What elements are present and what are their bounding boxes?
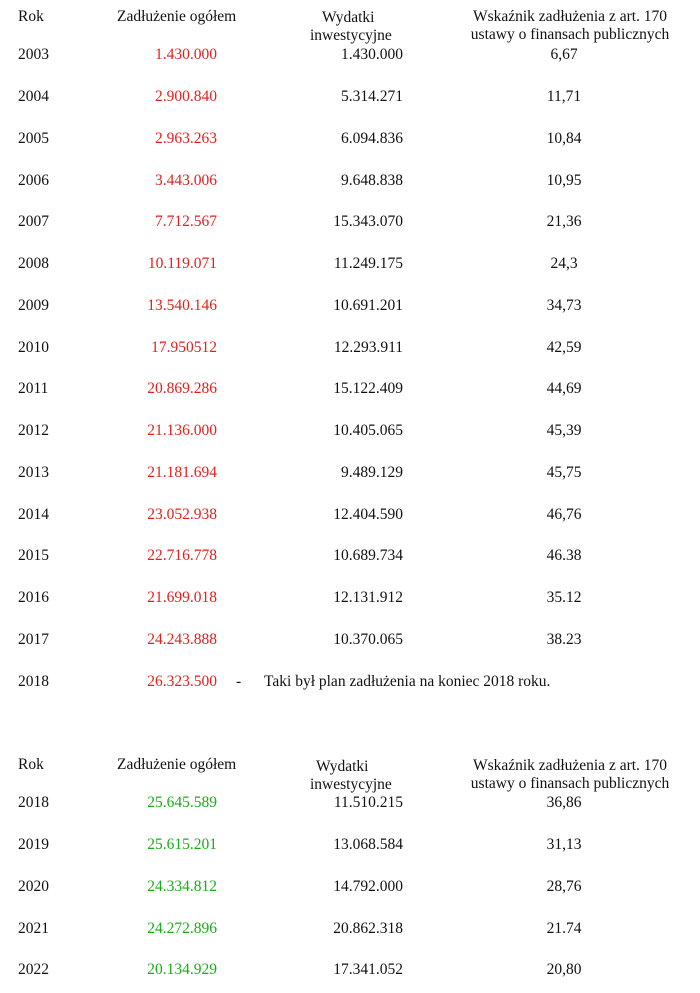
cell-investment: 10.691.201 xyxy=(333,297,403,314)
cell-debt: 2.963.263 xyxy=(155,130,217,147)
cell-debt: 24.334.812 xyxy=(147,878,217,895)
cell-debt: 23.052.938 xyxy=(147,506,217,523)
cell-debt: 25.645.589 xyxy=(147,794,217,811)
cell-ratio: 34,73 xyxy=(546,297,582,314)
cell-debt: 3.443.006 xyxy=(155,172,217,189)
header-ratio-line1: Wskaźnik zadłużenia z art. 170 xyxy=(472,8,668,25)
cell-year: 2019 xyxy=(18,836,49,853)
header-debt: Zadłużenie ogółem xyxy=(117,756,237,773)
cell-investment: 6.094.836 xyxy=(341,130,403,147)
cell-investment: 10.405.065 xyxy=(333,422,403,439)
cell-debt: 1.430.000 xyxy=(155,46,217,63)
cell-debt: 21.181.694 xyxy=(147,464,217,481)
cell-ratio: 10,95 xyxy=(546,172,582,189)
cell-ratio: 46.38 xyxy=(546,547,582,564)
cell-investment: 9.489.129 xyxy=(341,464,403,481)
cell-year: 2017 xyxy=(18,631,49,648)
header-ratio-line2: ustawy o finansach publicznych xyxy=(470,26,670,43)
cell-debt: 20.869.286 xyxy=(147,380,217,397)
cell-year: 2018 xyxy=(18,673,49,690)
cell-year: 2009 xyxy=(18,297,49,314)
cell-investment: 1.430.000 xyxy=(341,46,403,63)
cell-investment: 12.131.912 xyxy=(333,589,403,606)
cell-investment: 15.343.070 xyxy=(333,213,403,230)
cell-ratio: 21.74 xyxy=(546,920,582,937)
cell-ratio: 20,80 xyxy=(546,961,582,978)
cell-year: 2011 xyxy=(18,380,49,397)
header-investment-line1: Wydatki xyxy=(316,758,369,775)
cell-ratio: 11,71 xyxy=(546,88,582,105)
cell-ratio: 44,69 xyxy=(546,380,582,397)
cell-investment: 17.341.052 xyxy=(333,961,403,978)
header-investment-line1: Wydatki xyxy=(322,9,375,26)
cell-year: 2012 xyxy=(18,422,49,439)
cell-investment: 15.122.409 xyxy=(333,380,403,397)
header-debt: Zadłużenie ogółem xyxy=(117,8,237,25)
cell-year: 2021 xyxy=(18,920,49,937)
cell-ratio: 10,84 xyxy=(546,130,582,147)
cell-investment: 9.648.838 xyxy=(341,172,403,189)
cell-year: 2018 xyxy=(18,794,49,811)
cell-ratio: 38.23 xyxy=(546,631,582,648)
cell-debt: 21.699.018 xyxy=(147,589,217,606)
cell-debt: 24.243.888 xyxy=(147,631,217,648)
cell-investment: 12.404.590 xyxy=(333,506,403,523)
cell-debt: 26.323.500 xyxy=(147,673,217,690)
cell-ratio: 24,3 xyxy=(550,255,578,272)
cell-year: 2010 xyxy=(18,339,49,356)
cell-ratio: 6,67 xyxy=(550,46,578,63)
header-ratio-line2: ustawy o finansach publicznych xyxy=(470,775,670,792)
cell-investment: 14.792.000 xyxy=(333,878,403,895)
cell-debt: 25.615.201 xyxy=(147,836,217,853)
header-investment-line2: inwestycyjne xyxy=(310,776,392,793)
cell-debt: 24.272.896 xyxy=(147,920,217,937)
cell-ratio: 35.12 xyxy=(546,589,582,606)
cell-year: 2020 xyxy=(18,878,49,895)
cell-year: 2006 xyxy=(18,172,49,189)
cell-debt: 2.900.840 xyxy=(155,88,217,105)
cell-year: 2003 xyxy=(18,46,49,63)
plan-note: Taki był plan zadłużenia na koniec 2018 … xyxy=(264,673,551,690)
cell-year: 2008 xyxy=(18,255,49,272)
cell-investment: 5.314.271 xyxy=(341,88,403,105)
header-year: Rok xyxy=(18,8,44,25)
cell-year: 2016 xyxy=(18,589,49,606)
plan-dash: - xyxy=(236,673,242,690)
cell-debt: 17.950512 xyxy=(151,339,217,356)
cell-investment: 13.068.584 xyxy=(333,836,403,853)
cell-investment: 12.293.911 xyxy=(333,339,403,356)
cell-debt: 10.119.071 xyxy=(147,255,217,272)
cell-year: 2004 xyxy=(18,88,49,105)
header-ratio-line1: Wskaźnik zadłużenia z art. 170 xyxy=(472,757,668,774)
cell-year: 2014 xyxy=(18,506,49,523)
cell-ratio: 46,76 xyxy=(546,506,582,523)
cell-ratio: 28,76 xyxy=(546,878,582,895)
cell-investment: 10.689.734 xyxy=(333,547,403,564)
cell-ratio: 45,75 xyxy=(546,464,582,481)
cell-ratio: 42,59 xyxy=(546,339,582,356)
cell-investment: 11.249.175 xyxy=(333,255,403,272)
cell-year: 2022 xyxy=(18,961,49,978)
cell-year: 2013 xyxy=(18,464,49,481)
cell-year: 2015 xyxy=(18,547,49,564)
cell-debt: 7.712.567 xyxy=(155,213,217,230)
header-year: Rok xyxy=(18,756,44,773)
cell-debt: 21.136.000 xyxy=(147,422,217,439)
cell-investment: 20.862.318 xyxy=(333,920,403,937)
cell-ratio: 45,39 xyxy=(546,422,582,439)
cell-year: 2007 xyxy=(18,213,49,230)
cell-debt: 13.540.146 xyxy=(147,297,217,314)
cell-debt: 22.716.778 xyxy=(147,547,217,564)
cell-ratio: 36,86 xyxy=(546,794,582,811)
cell-ratio: 21,36 xyxy=(546,213,582,230)
cell-year: 2005 xyxy=(18,130,49,147)
header-investment-line2: inwestycyjne xyxy=(310,27,392,44)
cell-ratio: 31,13 xyxy=(546,836,582,853)
cell-investment: 11.510.215 xyxy=(333,794,403,811)
cell-debt: 20.134.929 xyxy=(147,961,217,978)
cell-investment: 10.370.065 xyxy=(333,631,403,648)
